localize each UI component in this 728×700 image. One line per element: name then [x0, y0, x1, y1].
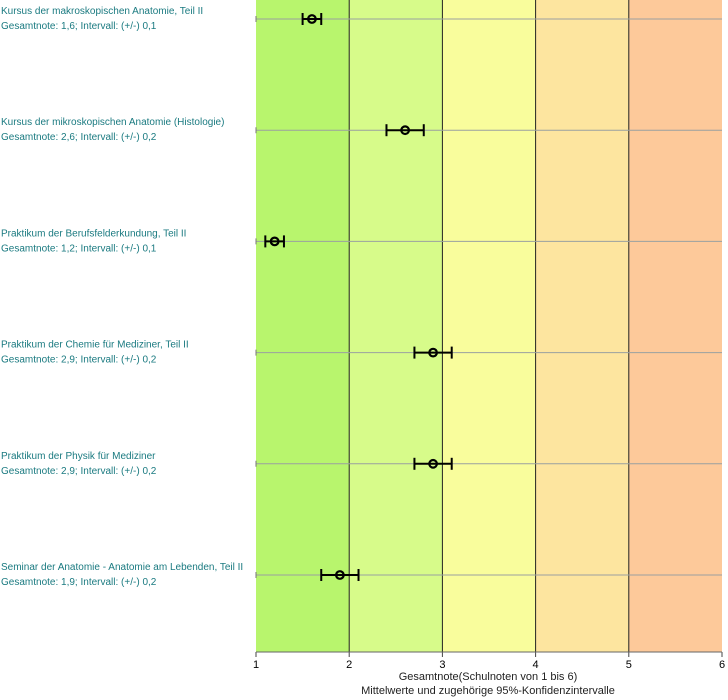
course-title-4: Praktikum der Chemie für Mediziner, Teil…	[1, 340, 189, 351]
course-title-5: Praktikum der Physik für Mediziner	[1, 451, 156, 462]
course-detail-5: Gesamtnote: 2,9; Intervall: (+/-) 0,2	[1, 466, 157, 477]
band-1	[256, 0, 350, 652]
row-guide-lines	[255, 16, 722, 578]
course-detail-6: Gesamtnote: 1,9; Intervall: (+/-) 0,2	[1, 577, 157, 588]
course-title-1: Kursus der makroskopischen Anatomie, Tei…	[1, 6, 203, 17]
course-title-2: Kursus der mikroskopischen Anatomie (His…	[1, 117, 224, 128]
band-5	[628, 0, 722, 652]
band-3	[442, 0, 536, 652]
mean-point-5	[428, 458, 438, 469]
course-detail-1: Gesamtnote: 1,6; Intervall: (+/-) 0,1	[1, 21, 157, 32]
mean-point-4	[428, 347, 438, 358]
course-detail-3: Gesamtnote: 1,2; Intervall: (+/-) 0,1	[1, 243, 157, 254]
data-marks	[264, 13, 453, 581]
course-detail-2: Gesamtnote: 2,6; Intervall: (+/-) 0,2	[1, 132, 157, 143]
course-title-3: Praktikum der Berufsfelderkundung, Teil …	[1, 228, 186, 239]
band-2	[349, 0, 443, 652]
course-labels: Kursus der makroskopischen Anatomie, Tei…	[1, 6, 243, 588]
mean-point-3	[269, 236, 280, 247]
mean-point-6	[334, 570, 345, 580]
x-axis-title: Gesamtnote(Schulnoten von 1 bis 6)	[399, 671, 578, 683]
x-axis-subtitle: Mittelwerte und zugehörige 95%-Konfidenz…	[361, 685, 615, 697]
tick-label-4: 4	[533, 659, 539, 671]
tick-label-3: 3	[439, 659, 445, 671]
tick-label-5: 5	[626, 659, 632, 671]
course-detail-4: Gesamtnote: 2,9; Intervall: (+/-) 0,2	[1, 355, 157, 366]
gridlines	[348, 0, 630, 652]
tick-label-2: 2	[346, 659, 352, 671]
tick-label-1: 1	[253, 659, 259, 671]
background-bands	[256, 0, 722, 652]
tick-label-6: 6	[719, 659, 725, 671]
course-title-6: Seminar der Anatomie - Anatomie am Leben…	[1, 562, 243, 573]
mean-point-2	[400, 125, 411, 136]
mean-point-1	[307, 14, 317, 24]
band-4	[535, 0, 629, 652]
x-axis-ticks: 1 2 3 4 5 6	[253, 651, 725, 671]
